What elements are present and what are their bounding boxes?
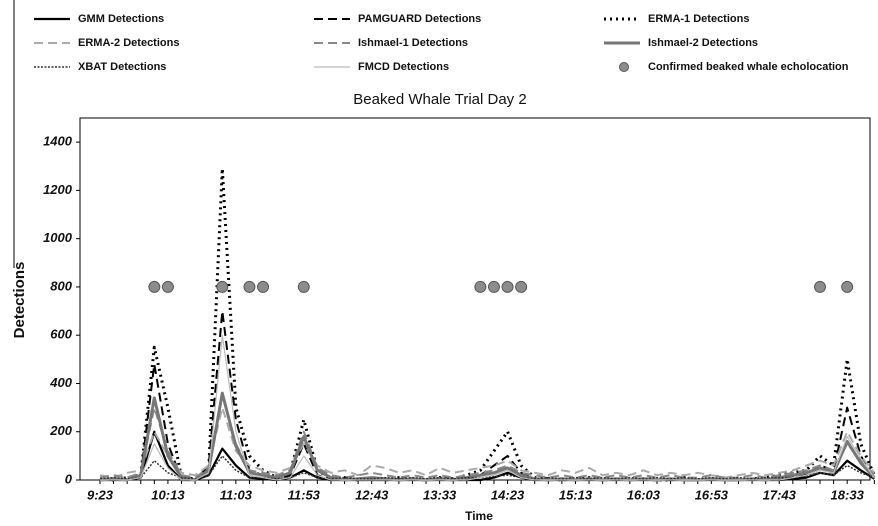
- confirmed-marker: [501, 280, 514, 293]
- x-tick-label: 16:03: [627, 487, 661, 502]
- confirmed-marker: [148, 280, 161, 293]
- y-tick-label: 600: [50, 327, 72, 342]
- confirmed-marker: [474, 280, 487, 293]
- legend-label: FMCD Detections: [358, 61, 449, 73]
- x-tick-label: 10:13: [151, 487, 185, 502]
- legend-label: ERMA-2 Detections: [78, 37, 179, 49]
- plot-area: [79, 117, 871, 481]
- confirmed-marker: [515, 280, 528, 293]
- confirmed-marker: [243, 280, 256, 293]
- legend-label: ERMA-1 Detections: [648, 13, 749, 25]
- x-tick-label: 15:13: [559, 487, 593, 502]
- legend-label: Ishmael-1 Detections: [358, 37, 468, 49]
- series-line: [99, 406, 876, 479]
- x-tick-label: 11:53: [288, 487, 321, 502]
- series-line: [100, 334, 875, 481]
- confirmed-marker: [487, 280, 500, 293]
- x-tick-label: 9:23: [87, 487, 114, 502]
- legend-marker: [619, 62, 629, 72]
- legend-label: Confirmed beaked whale echolocation: [648, 61, 849, 73]
- y-tick-label: 0: [65, 471, 73, 486]
- confirmed-marker: [814, 280, 827, 293]
- series-line: [99, 167, 876, 482]
- confirmed-marker: [216, 280, 229, 293]
- confirmed-marker: [297, 280, 310, 293]
- x-tick-label: 11:03: [220, 487, 253, 502]
- x-tick-label: 13:33: [423, 487, 457, 502]
- chart-title: Beaked Whale Trial Day 2: [353, 91, 526, 108]
- y-axis-label: Detections: [11, 262, 28, 339]
- y-tick-label: 400: [49, 375, 72, 390]
- legend-label: XBAT Detections: [78, 61, 166, 73]
- confirmed-marker: [161, 280, 174, 293]
- legend-label: Ishmael-2 Detections: [648, 37, 758, 49]
- x-tick-label: 17:43: [763, 487, 797, 502]
- legend-label: PAMGUARD Detections: [358, 13, 481, 25]
- x-tick-label: 14:23: [491, 487, 525, 502]
- x-axis-label: Time: [465, 509, 493, 523]
- legend-label: GMM Detections: [78, 13, 164, 25]
- x-tick-label: 16:53: [695, 487, 729, 502]
- y-tick-label: 1400: [43, 134, 73, 149]
- y-tick-label: 200: [49, 423, 72, 438]
- confirmed-marker: [257, 280, 270, 293]
- y-tick-label: 1200: [43, 182, 73, 197]
- x-tick-label: 12:43: [355, 487, 389, 502]
- y-tick-label: 800: [50, 278, 72, 293]
- confirmed-marker: [841, 280, 854, 293]
- y-tick-label: 1000: [43, 230, 73, 245]
- x-tick-label: 18:33: [831, 487, 865, 502]
